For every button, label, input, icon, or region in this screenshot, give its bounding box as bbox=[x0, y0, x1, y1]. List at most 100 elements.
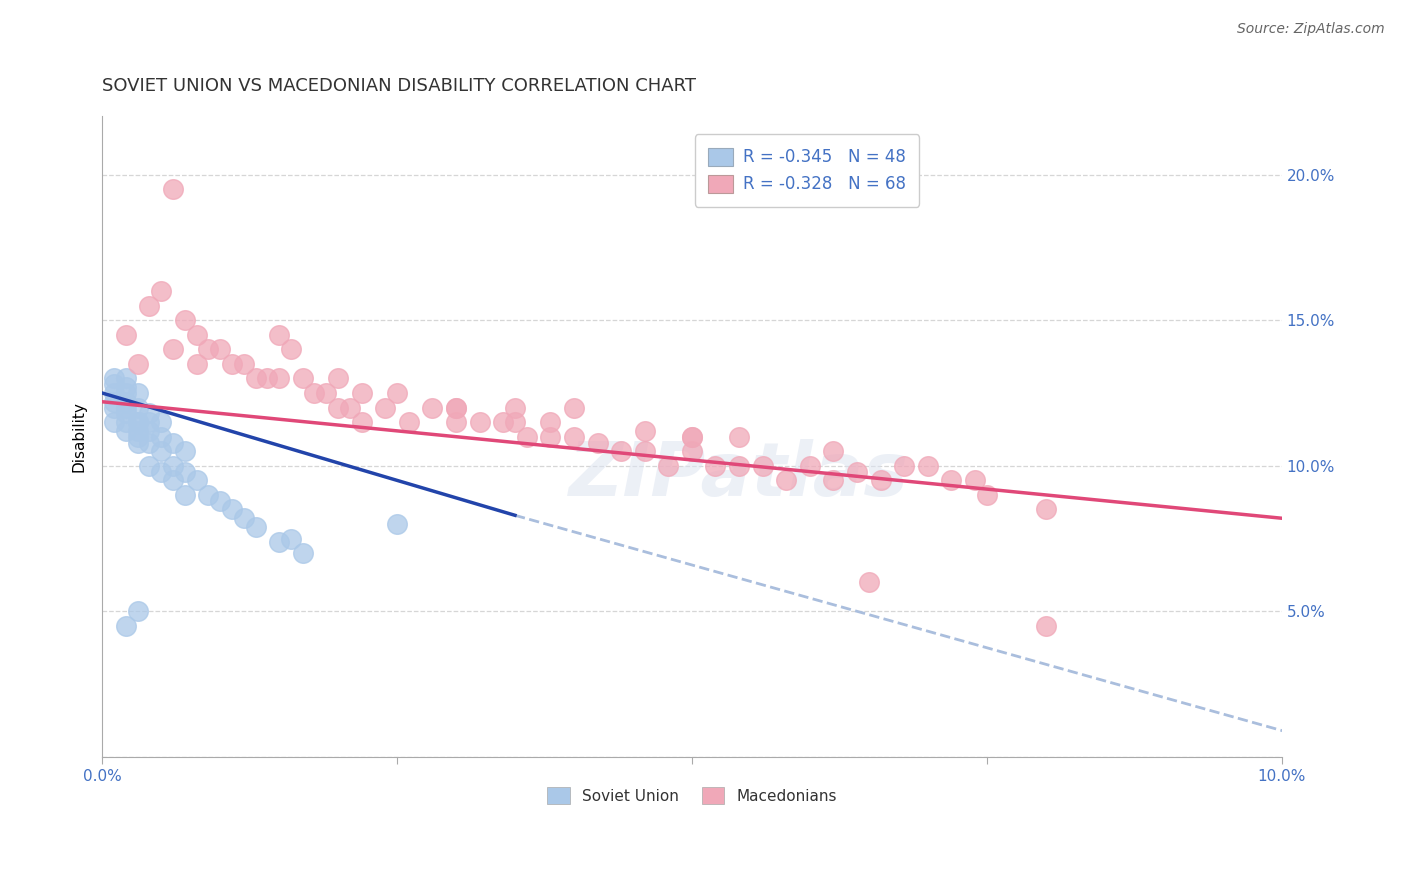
Point bbox=[385, 516, 408, 531]
Point bbox=[221, 502, 243, 516]
Point bbox=[516, 430, 538, 444]
Point bbox=[221, 357, 243, 371]
Text: SOVIET UNION VS MACEDONIAN DISABILITY CORRELATION CHART: SOVIET UNION VS MACEDONIAN DISABILITY CO… bbox=[103, 78, 696, 95]
Point bbox=[350, 386, 373, 401]
Point bbox=[823, 444, 845, 458]
Legend: Soviet Union, Macedonians: Soviet Union, Macedonians bbox=[540, 781, 844, 810]
Point bbox=[127, 430, 149, 444]
Point bbox=[869, 474, 891, 488]
Point bbox=[374, 401, 396, 415]
Point bbox=[728, 458, 751, 473]
Point bbox=[127, 415, 149, 429]
Point bbox=[114, 424, 136, 438]
Point bbox=[162, 343, 184, 357]
Point bbox=[326, 371, 349, 385]
Point bbox=[704, 458, 727, 473]
Point bbox=[562, 401, 585, 415]
Point bbox=[468, 415, 491, 429]
Point bbox=[173, 465, 195, 479]
Point bbox=[114, 619, 136, 633]
Point bbox=[799, 458, 821, 473]
Point bbox=[280, 532, 302, 546]
Point bbox=[232, 511, 254, 525]
Point bbox=[114, 380, 136, 394]
Point bbox=[162, 435, 184, 450]
Point bbox=[444, 401, 467, 415]
Point bbox=[893, 458, 915, 473]
Point bbox=[150, 430, 173, 444]
Point bbox=[634, 424, 657, 438]
Point bbox=[245, 371, 267, 385]
Point bbox=[858, 575, 880, 590]
Point bbox=[280, 343, 302, 357]
Point bbox=[127, 604, 149, 618]
Point bbox=[173, 313, 195, 327]
Point bbox=[114, 406, 136, 420]
Point bbox=[150, 444, 173, 458]
Point bbox=[103, 377, 125, 392]
Point bbox=[103, 415, 125, 429]
Point bbox=[103, 394, 125, 409]
Point bbox=[385, 386, 408, 401]
Point bbox=[657, 458, 679, 473]
Point bbox=[173, 488, 195, 502]
Point bbox=[562, 430, 585, 444]
Point bbox=[269, 534, 291, 549]
Point bbox=[232, 357, 254, 371]
Point bbox=[1035, 619, 1057, 633]
Point bbox=[326, 401, 349, 415]
Point bbox=[917, 458, 939, 473]
Point bbox=[197, 343, 219, 357]
Point bbox=[304, 386, 326, 401]
Point bbox=[150, 415, 173, 429]
Point bbox=[127, 401, 149, 415]
Point bbox=[186, 357, 208, 371]
Point bbox=[681, 430, 703, 444]
Point bbox=[186, 474, 208, 488]
Point bbox=[941, 474, 963, 488]
Point bbox=[103, 371, 125, 385]
Point bbox=[610, 444, 633, 458]
Point bbox=[444, 415, 467, 429]
Point bbox=[492, 415, 515, 429]
Point bbox=[114, 394, 136, 409]
Point bbox=[775, 474, 797, 488]
Point bbox=[398, 415, 420, 429]
Point bbox=[103, 401, 125, 415]
Point bbox=[503, 401, 526, 415]
Point bbox=[846, 465, 869, 479]
Point bbox=[138, 435, 160, 450]
Point bbox=[127, 415, 149, 429]
Point bbox=[114, 386, 136, 401]
Text: Source: ZipAtlas.com: Source: ZipAtlas.com bbox=[1237, 22, 1385, 37]
Point bbox=[186, 327, 208, 342]
Point bbox=[127, 435, 149, 450]
Y-axis label: Disability: Disability bbox=[72, 401, 86, 472]
Point bbox=[138, 406, 160, 420]
Point bbox=[103, 386, 125, 401]
Point bbox=[751, 458, 773, 473]
Point bbox=[138, 299, 160, 313]
Point bbox=[256, 371, 278, 385]
Point bbox=[350, 415, 373, 429]
Point bbox=[503, 415, 526, 429]
Point bbox=[127, 357, 149, 371]
Point bbox=[150, 284, 173, 298]
Point bbox=[681, 444, 703, 458]
Point bbox=[538, 430, 561, 444]
Point bbox=[127, 386, 149, 401]
Point bbox=[291, 546, 314, 560]
Point bbox=[634, 444, 657, 458]
Point bbox=[315, 386, 337, 401]
Point bbox=[586, 435, 609, 450]
Point bbox=[728, 430, 751, 444]
Point bbox=[127, 424, 149, 438]
Point bbox=[173, 444, 195, 458]
Point bbox=[114, 415, 136, 429]
Point bbox=[209, 343, 232, 357]
Point bbox=[138, 415, 160, 429]
Point bbox=[245, 520, 267, 534]
Point bbox=[422, 401, 444, 415]
Text: ZIPatlas: ZIPatlas bbox=[569, 439, 910, 512]
Point bbox=[114, 371, 136, 385]
